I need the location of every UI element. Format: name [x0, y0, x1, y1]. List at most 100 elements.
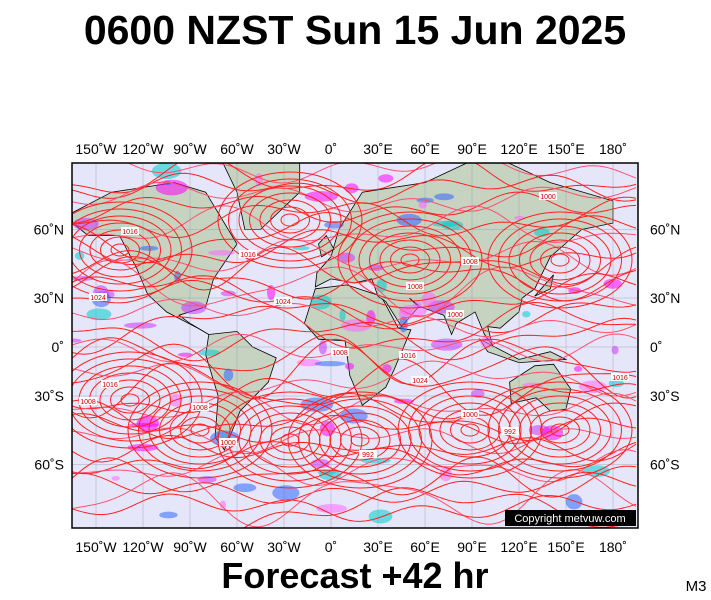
lat-tick-left: 30˚N [34, 290, 64, 306]
lat-tick-left: 60˚S [34, 456, 64, 472]
pressure-system [337, 211, 483, 309]
lon-tick-top: 180˚ [599, 141, 627, 157]
isobar [72, 256, 637, 302]
pressure-system [280, 213, 300, 227]
precipitation [208, 250, 235, 256]
isobar-label: 1000 [220, 440, 236, 447]
isobar [72, 469, 637, 528]
pressure-system [390, 246, 430, 274]
lon-tick-bottom: 90˚E [457, 539, 487, 555]
lon-tick-bottom: 30˚W [267, 539, 301, 555]
pressure-system [519, 402, 601, 458]
precipitation [314, 361, 346, 367]
isobar-label: 1000 [447, 312, 463, 319]
isobar-label: 1000 [540, 194, 556, 201]
lon-tick-top: 120˚W [122, 141, 164, 157]
isobar-label: 992 [362, 452, 374, 459]
lon-tick-bottom: 30˚E [363, 539, 393, 555]
lon-tick-bottom: 120˚E [500, 539, 537, 555]
model-code: M3 [686, 578, 707, 595]
pressure-system [89, 229, 151, 271]
pressure-system [508, 225, 612, 295]
pressure-system [72, 351, 203, 449]
isobar-label: 1016 [102, 382, 118, 389]
lon-tick-top: 30˚E [363, 141, 393, 157]
precipitation [611, 345, 619, 355]
isobar [72, 301, 637, 355]
precipitation [233, 483, 257, 493]
title: 0600 NZST Sun 15 Jun 2025 [84, 7, 626, 53]
isobar [72, 333, 637, 363]
lat-tick-left: 60˚N [34, 222, 64, 238]
precipitation [337, 252, 356, 263]
isobar-label: 1016 [122, 229, 138, 236]
isobar-label-bg [331, 348, 349, 356]
isobar-label: 1008 [407, 284, 423, 291]
lat-tick-right: 30˚S [650, 388, 680, 404]
lon-tick-bottom: 90˚W [173, 539, 207, 555]
isobar [72, 449, 637, 487]
isobar [72, 456, 637, 498]
lon-tick-top: 30˚W [267, 141, 301, 157]
map-layers: 1016 1016 1016 1024 1008 1008 1008 1000 1016 1024… [72, 163, 638, 528]
precipitation [223, 368, 234, 382]
isobar-label-bg [101, 380, 119, 388]
isobar [72, 333, 637, 385]
precipitation [432, 220, 458, 227]
isobar-label-bg [359, 450, 377, 458]
precipitation [344, 362, 355, 370]
lon-tick-bottom: 60˚E [410, 539, 440, 555]
isobar [127, 163, 637, 184]
isobar [72, 434, 637, 463]
precipitation [159, 511, 178, 519]
isobar [72, 441, 637, 476]
isobar [72, 246, 637, 291]
isobar [72, 172, 637, 204]
isobar-label-bg [79, 397, 97, 405]
isobar [72, 493, 637, 522]
precipitation [220, 290, 236, 297]
precipitation [378, 174, 394, 183]
pressure-system [519, 232, 601, 288]
lon-tick-top: 150˚E [547, 141, 584, 157]
isobar-label: 1016 [240, 252, 256, 259]
pressure-system [138, 388, 262, 472]
lon-tick-top: 150˚W [75, 141, 117, 157]
pressure-system [529, 239, 591, 281]
precipitation [396, 213, 422, 227]
precipitation [339, 308, 346, 322]
isobar-label: 1008 [462, 259, 478, 266]
precipitation [573, 365, 583, 372]
precipitation [522, 310, 531, 318]
pressure-system [72, 201, 193, 299]
pressure-system [550, 253, 570, 267]
isobar-label: 1024 [412, 378, 428, 385]
pressure-system [190, 423, 210, 437]
lat-tick-left: 0˚ [52, 339, 64, 355]
isobar [72, 259, 637, 317]
pressure-system [110, 386, 150, 414]
pressure-system [329, 419, 391, 461]
pressure-system [228, 178, 352, 262]
isobar [72, 391, 637, 426]
isobar [72, 196, 637, 238]
isobar-label-bg [411, 376, 429, 384]
pressure-system [110, 243, 130, 257]
pressure-system [79, 222, 161, 278]
lon-tick-bottom: 120˚W [122, 539, 164, 555]
footer: Forecast +42 hr [221, 555, 488, 596]
isobar-label-bg [501, 427, 519, 435]
pressure-system [217, 391, 363, 489]
isobar [72, 181, 637, 213]
isobar-label-bg [121, 227, 139, 235]
isobar [72, 238, 637, 276]
precipitation [181, 301, 207, 315]
lon-tick-top: 90˚W [173, 141, 207, 157]
pressure-system [540, 416, 580, 444]
precipitation [111, 475, 120, 481]
isobar-label-bg [219, 438, 237, 446]
pressure-system [540, 246, 580, 274]
isobar-label-bg [399, 351, 417, 359]
pressure-system [460, 423, 480, 437]
